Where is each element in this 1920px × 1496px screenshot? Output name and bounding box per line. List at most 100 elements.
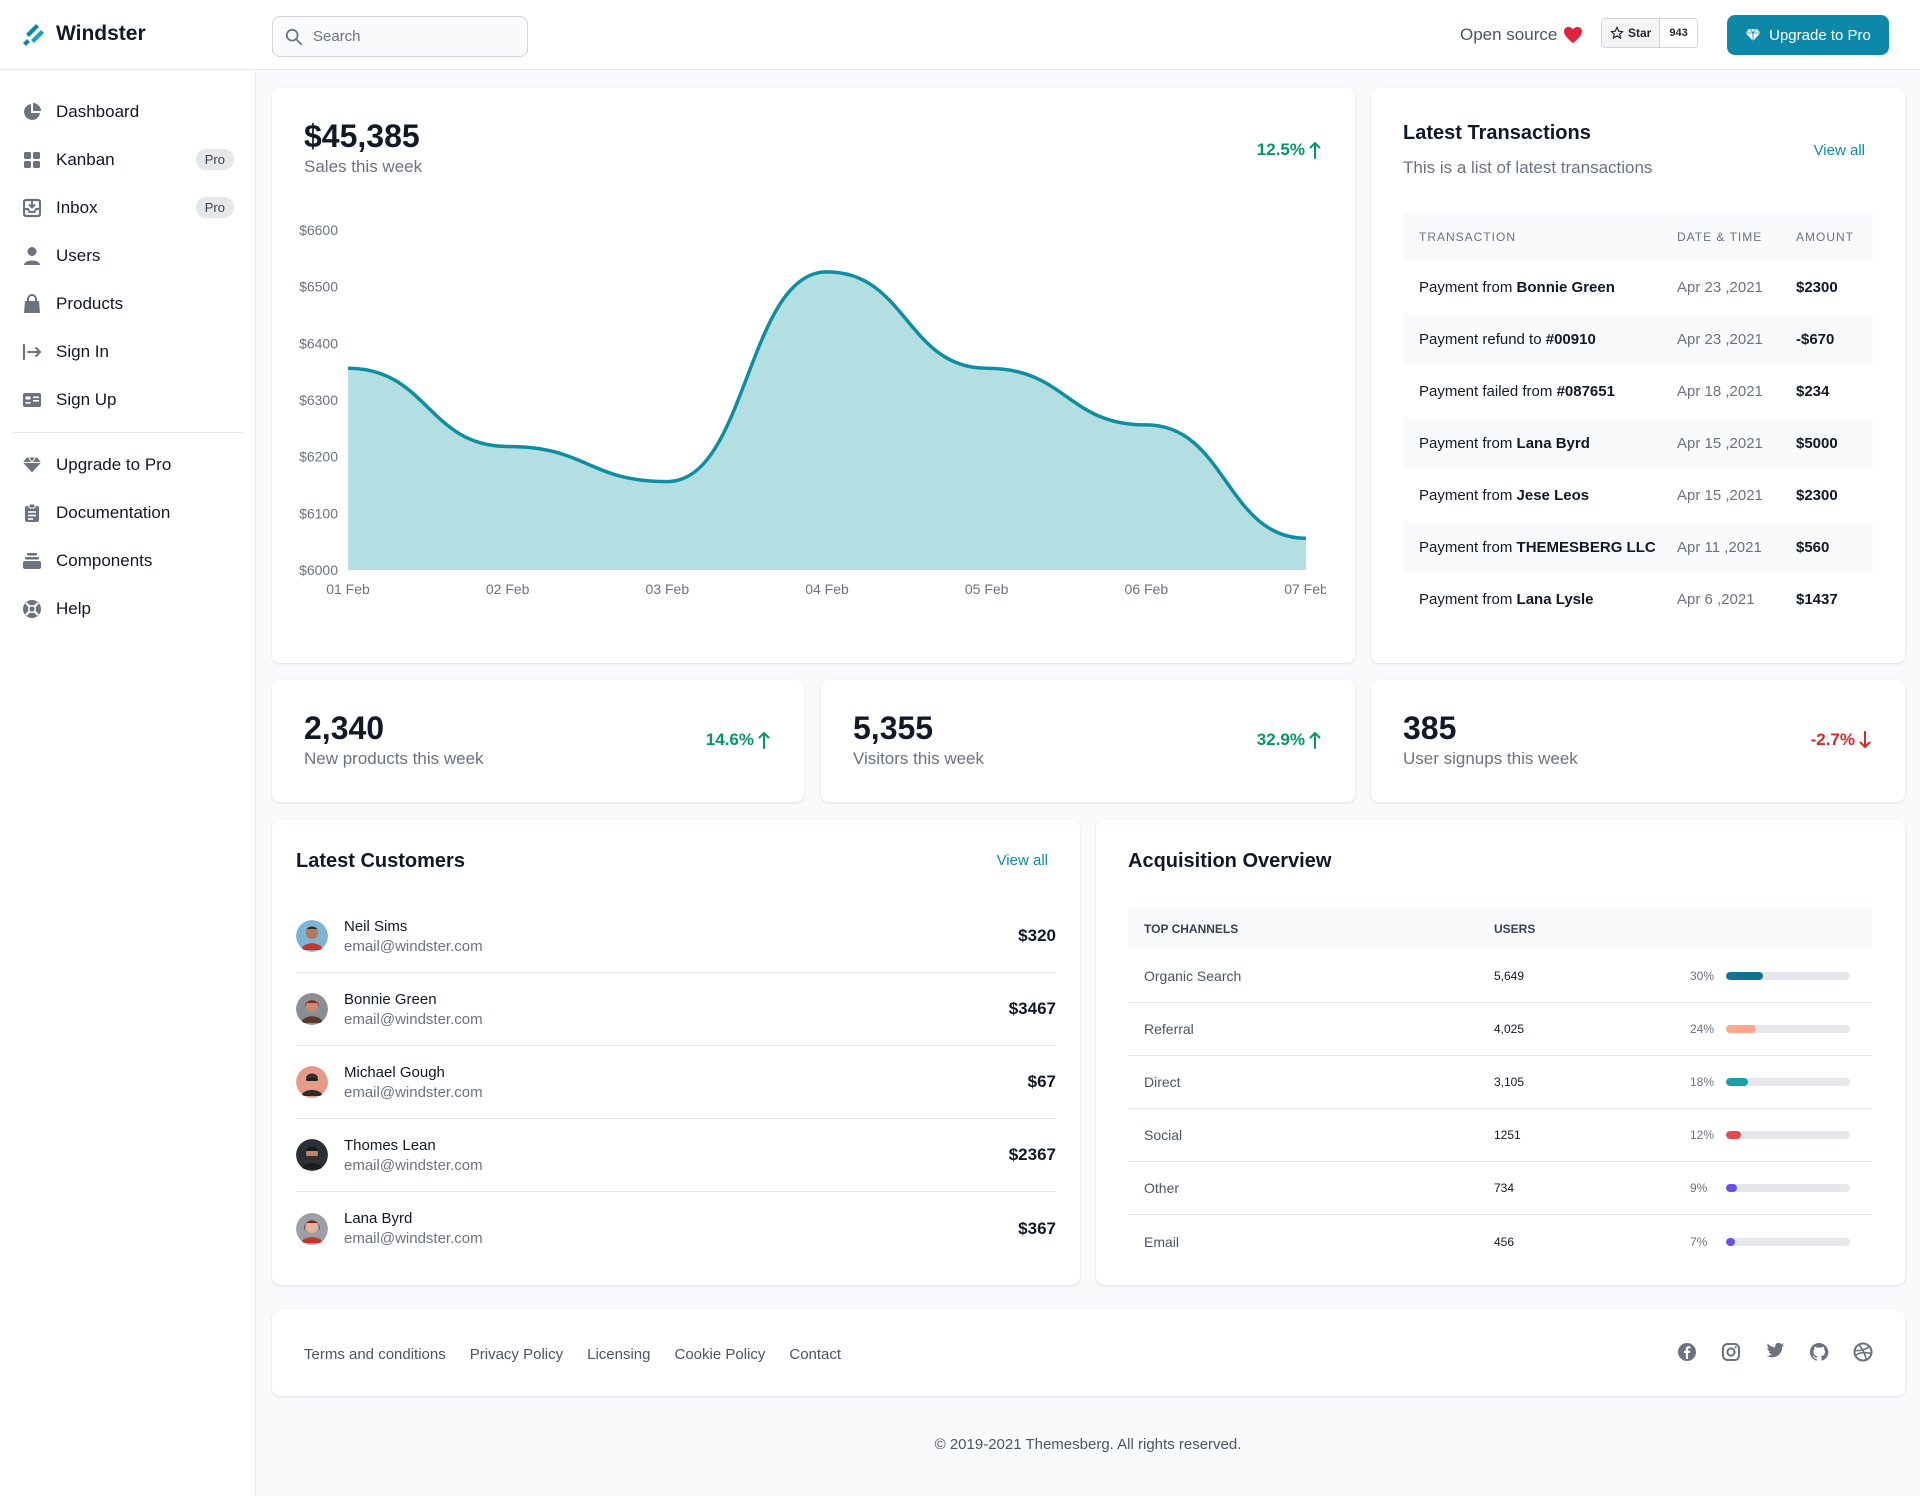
instagram-icon[interactable] (1721, 1342, 1741, 1362)
list-item[interactable]: Lana Byrd email@windster.com $367 (296, 1192, 1056, 1265)
transaction-desc: Payment from Bonnie Green (1403, 261, 1661, 313)
table-row[interactable]: Payment from Bonnie Green Apr 23 ,2021 $… (1403, 261, 1873, 313)
search-box[interactable] (272, 16, 528, 57)
table-row[interactable]: Payment from Jese Leos Apr 15 ,2021 $230… (1403, 469, 1873, 521)
social-links (1677, 1342, 1873, 1362)
series-line (347, 270, 1307, 541)
sidebar-item-help[interactable]: Help (12, 585, 244, 633)
customer-name: Lana Byrd (344, 1210, 413, 1227)
transaction-amount: $234 (1796, 382, 1830, 400)
acquisition-row[interactable]: Referral 4,025 24% (1128, 1003, 1872, 1056)
customer-name: Bonnie Green (344, 990, 437, 1008)
customer-email: email@windster.com (344, 937, 483, 955)
y-tick-label: $6100 (299, 505, 338, 521)
transactions-subtitle: This is a list of latest transactions (1403, 158, 1653, 177)
transaction-prefix: Payment from (1419, 486, 1517, 504)
table-row[interactable]: Payment from Lana Byrd Apr 15 ,2021 $500… (1403, 417, 1873, 469)
series-area (348, 271, 1306, 570)
customer-amount: $320 (1018, 926, 1056, 945)
twitter-icon[interactable] (1765, 1342, 1785, 1360)
acquisition-row[interactable]: Other 734 9% (1128, 1162, 1872, 1215)
transaction-party: Jese Leos (1516, 486, 1590, 504)
transactions-view-all-link[interactable]: View all (1813, 142, 1865, 159)
top-navbar: Windster Open source Star 943 Upgrade to… (0, 0, 1920, 70)
stat-trend-value: -2.7% (1810, 730, 1855, 749)
sidebar-item-sign-in[interactable]: Sign In (12, 328, 244, 376)
y-tick-label: $6400 (299, 335, 338, 351)
footer-link-cookie[interactable]: Cookie Policy (674, 1346, 766, 1363)
list-item[interactable]: Michael Gough email@windster.com $67 (296, 1046, 1056, 1119)
acquisition-row[interactable]: Organic Search 5,649 30% (1128, 950, 1872, 1003)
list-item[interactable]: Bonnie Green email@windster.com $3467 (296, 973, 1056, 1046)
sidebar-item-label: Products (56, 294, 124, 313)
star-label: Star (1628, 26, 1652, 40)
acquisition-row[interactable]: Email 456 7% (1128, 1215, 1872, 1268)
brand-logo[interactable]: Windster (22, 22, 146, 46)
table-row[interactable]: Payment refund to #00910 Apr 23 ,2021 -$… (1403, 313, 1873, 365)
sales-trend-value: 12.5% (1256, 140, 1305, 159)
sales-label: Sales this week (304, 157, 423, 176)
transaction-desc: Payment refund to #00910 (1403, 313, 1661, 365)
sales-value: $45,385 (304, 118, 420, 154)
customer-email: email@windster.com (344, 1156, 483, 1174)
table-row[interactable]: Payment from THEMESBERG LLC Apr 11 ,2021… (1403, 521, 1873, 573)
footer-link-privacy[interactable]: Privacy Policy (469, 1346, 564, 1363)
footer-link-licensing[interactable]: Licensing (587, 1346, 651, 1363)
sidebar-item-label: Dashboard (56, 102, 140, 121)
transaction-desc: Payment failed from #087651 (1403, 365, 1661, 417)
channel-percent: 7% (1690, 1234, 1708, 1249)
acquisition-row[interactable]: Social 1251 12% (1128, 1109, 1872, 1162)
sidebar-item-products[interactable]: Products (12, 280, 244, 328)
list-item[interactable]: Thomes Lean email@windster.com $2367 (296, 1119, 1056, 1192)
sidebar-item-components[interactable]: Components (12, 537, 244, 585)
sidebar-item-dashboard[interactable]: Dashboard (12, 88, 244, 136)
transactions-title: Latest Transactions (1403, 122, 1591, 144)
footer-link-terms[interactable]: Terms and conditions (304, 1346, 446, 1363)
sidebar-item-kanban[interactable]: Kanban Pro (12, 136, 244, 184)
search-input[interactable] (313, 28, 503, 45)
progress-bar (1726, 972, 1850, 980)
channel-users: 5,649 (1494, 969, 1525, 983)
customer-email: email@windster.com (344, 1010, 483, 1028)
customers-title: Latest Customers (296, 850, 465, 872)
arrow-up-icon (1309, 141, 1321, 159)
sidebar-item-inbox[interactable]: Inbox Pro (12, 184, 244, 232)
table-row[interactable]: Payment from Lana Lysle Apr 6 ,2021 $143… (1403, 573, 1873, 625)
customers-view-all-link[interactable]: View all (996, 852, 1048, 869)
upgrade-label: Upgrade to Pro (1769, 26, 1871, 44)
progress-bar-fill (1726, 1237, 1735, 1246)
github-star[interactable]: Star (1602, 19, 1661, 47)
github-icon[interactable] (1809, 1342, 1829, 1362)
transaction-party: Lana Byrd (1516, 434, 1590, 452)
open-source-link[interactable]: Open source (1460, 25, 1583, 45)
y-tick-label: $6200 (299, 449, 338, 465)
table-row[interactable]: Payment failed from #087651 Apr 18 ,2021… (1403, 365, 1873, 417)
stat-value: 2,340 (304, 710, 385, 746)
stat-trend-value: 32.9% (1256, 730, 1305, 749)
footer-link-contact[interactable]: Contact (789, 1346, 842, 1363)
sidebar-item-users[interactable]: Users (12, 232, 244, 280)
transaction-date: Apr 23 ,2021 (1661, 313, 1780, 365)
sidebar-item-documentation[interactable]: Documentation (12, 489, 244, 537)
x-tick-label: 01 Feb (326, 581, 370, 597)
transaction-amount: $2300 (1796, 486, 1838, 504)
star-count[interactable]: 943 (1660, 19, 1697, 47)
list-item[interactable]: Neil Sims email@windster.com $320 (296, 900, 1056, 973)
github-star-button[interactable]: Star 943 (1601, 18, 1698, 48)
sidebar-item-upgrade[interactable]: Upgrade to Pro (12, 441, 244, 489)
sidebar-item-label: Sign In (56, 342, 109, 361)
acquisition-row[interactable]: Direct 3,105 18% (1128, 1056, 1872, 1109)
avatar (296, 1212, 328, 1245)
progress-bar-fill (1726, 1078, 1749, 1086)
progress-bar (1726, 1078, 1850, 1086)
dribbble-icon[interactable] (1853, 1342, 1873, 1362)
upgrade-to-pro-button[interactable]: Upgrade to Pro (1727, 15, 1889, 55)
sidebar-item-sign-up[interactable]: Sign Up (12, 376, 244, 424)
transaction-party: Lana Lysle (1516, 590, 1594, 608)
stat-trend: 32.9% (1257, 730, 1321, 750)
transaction-amount: $560 (1780, 521, 1873, 573)
user-icon (22, 246, 42, 266)
stat-trend: 14.6% (706, 730, 770, 750)
column-header: TOP CHANNELS (1144, 922, 1239, 936)
facebook-icon[interactable] (1677, 1342, 1697, 1362)
